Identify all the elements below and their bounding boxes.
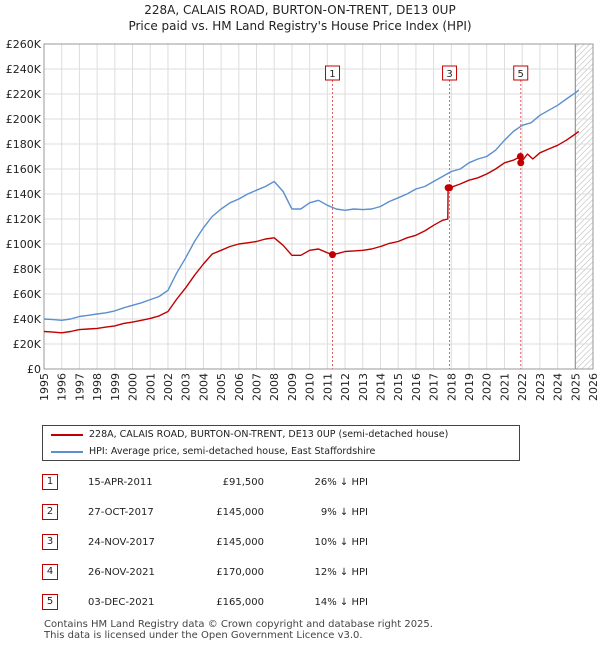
price-chart: 228A, CALAIS ROAD, BURTON-ON-TRENT, DE13… <box>6 3 600 401</box>
annotation-number-label: 1 <box>329 69 335 80</box>
sale-point-marker <box>517 159 525 167</box>
x-tick-label: 2002 <box>162 373 175 401</box>
x-tick-label: 1996 <box>56 373 69 401</box>
y-tick-label: £160K <box>6 163 42 176</box>
x-tick-label: 2026 <box>587 373 600 401</box>
transaction-price: £165,000 <box>216 597 264 608</box>
y-tick-label: £260K <box>6 38 42 51</box>
transaction-hpi-diff: 14% ↓ HPI <box>314 597 368 608</box>
x-tick-label: 2014 <box>374 373 387 401</box>
transaction-date: 26-NOV-2021 <box>88 567 155 578</box>
y-tick-label: £0 <box>27 363 41 376</box>
transaction-hpi-diff: 9% ↓ HPI <box>320 507 368 518</box>
x-tick-label: 2010 <box>304 373 317 401</box>
transaction-hpi-diff: 12% ↓ HPI <box>314 567 368 578</box>
sale-point-marker <box>516 153 524 160</box>
x-tick-label: 2023 <box>534 373 547 401</box>
x-tick-label: 2015 <box>392 373 405 401</box>
transaction-price: £145,000 <box>216 537 264 548</box>
x-tick-label: 2006 <box>233 373 246 401</box>
transaction-date: 15-APR-2011 <box>88 477 153 488</box>
chart-title: 228A, CALAIS ROAD, BURTON-ON-TRENT, DE13… <box>144 3 455 17</box>
table-row: 4 26-NOV-2021 £170,000 12% ↓ HPI <box>42 563 402 583</box>
transaction-price: £170,000 <box>216 567 264 578</box>
footer-line-copyright: Contains HM Land Registry data © Crown c… <box>44 619 433 630</box>
annotation-number-label: 5 <box>518 69 524 80</box>
legend: 228A, CALAIS ROAD, BURTON-ON-TRENT, DE13… <box>42 425 520 461</box>
transaction-date: 27-OCT-2017 <box>88 507 154 518</box>
transaction-number-badge: 5 <box>42 594 58 610</box>
x-tick-label: 2019 <box>463 373 476 401</box>
annotation-number-box <box>324 65 340 81</box>
x-tick-label: 2022 <box>516 373 529 401</box>
x-tick-label: 2001 <box>144 373 157 401</box>
transaction-price: £91,500 <box>222 477 264 488</box>
legend-item-property: 228A, CALAIS ROAD, BURTON-ON-TRENT, DE13… <box>51 427 448 443</box>
y-tick-label: £200K <box>6 113 42 126</box>
table-row: 3 24-NOV-2017 £145,000 10% ↓ HPI <box>42 533 402 553</box>
sale-point-marker <box>328 251 336 259</box>
x-tick-label: 2020 <box>481 373 494 401</box>
x-tick-label: 2021 <box>498 373 511 401</box>
transaction-number-badge: 4 <box>42 564 58 580</box>
transaction-hpi-diff: 10% ↓ HPI <box>314 537 368 548</box>
transaction-number-badge: 3 <box>42 534 58 550</box>
x-tick-label: 1997 <box>73 373 86 401</box>
transaction-hpi-diff: 26% ↓ HPI <box>314 477 368 488</box>
table-row: 5 03-DEC-2021 £165,000 14% ↓ HPI <box>42 593 402 613</box>
future-hatch-area <box>575 44 593 369</box>
legend-swatch-property <box>51 433 83 436</box>
x-tick-label: 2007 <box>251 373 264 401</box>
y-tick-label: £80K <box>13 263 42 276</box>
y-tick-label: £120K <box>6 213 42 226</box>
transaction-date: 24-NOV-2017 <box>88 537 155 548</box>
legend-item-hpi: HPI: Average price, semi-detached house,… <box>51 444 375 460</box>
transaction-date: 03-DEC-2021 <box>88 597 155 608</box>
annotation-number-box <box>513 65 529 81</box>
y-tick-label: £40K <box>13 313 42 326</box>
x-tick-label: 2011 <box>321 373 334 401</box>
y-tick-label: £60K <box>13 288 42 301</box>
annotation-number-box <box>442 65 458 81</box>
y-tick-label: £140K <box>6 188 42 201</box>
y-tick-label: £20K <box>13 338 42 351</box>
x-tick-label: 2016 <box>410 373 423 401</box>
footer-attribution: Contains HM Land Registry data © Crown c… <box>44 619 433 641</box>
table-row: 1 15-APR-2011 £91,500 26% ↓ HPI <box>42 473 402 493</box>
transaction-price: £145,000 <box>216 507 264 518</box>
x-tick-label: 1998 <box>91 373 104 401</box>
x-tick-label: 2018 <box>445 373 458 401</box>
x-tick-label: 2012 <box>339 373 352 401</box>
x-tick-label: 1999 <box>109 373 122 401</box>
chart-subtitle: Price paid vs. HM Land Registry's House … <box>128 19 471 33</box>
table-row: 2 27-OCT-2017 £145,000 9% ↓ HPI <box>42 503 402 523</box>
legend-swatch-hpi <box>51 450 83 453</box>
x-tick-label: 2017 <box>428 373 441 401</box>
x-tick-label: 2004 <box>197 373 210 401</box>
x-tick-label: 2003 <box>180 373 193 401</box>
x-tick-label: 2009 <box>286 373 299 401</box>
transaction-number-badge: 2 <box>42 504 58 520</box>
y-tick-label: £240K <box>6 63 42 76</box>
plot-frame <box>43 43 594 370</box>
x-tick-label: 2024 <box>552 373 565 401</box>
legend-label-hpi: HPI: Average price, semi-detached house,… <box>89 446 376 457</box>
transaction-number-badge: 1 <box>42 474 58 490</box>
footer-line-licence: This data is licensed under the Open Gov… <box>44 630 363 641</box>
y-tick-label: £180K <box>6 138 42 151</box>
x-tick-label: 2025 <box>569 373 582 401</box>
x-tick-label: 2005 <box>215 373 228 401</box>
annotation-number-label: 3 <box>446 69 452 80</box>
hpi-series-line <box>43 89 580 321</box>
legend-label-property: 228A, CALAIS ROAD, BURTON-ON-TRENT, DE13… <box>89 429 449 440</box>
x-tick-label: 2013 <box>357 373 370 401</box>
y-tick-label: £220K <box>6 88 42 101</box>
x-tick-label: 1995 <box>38 373 51 401</box>
x-tick-label: 2008 <box>268 373 281 401</box>
plot-area <box>44 44 593 369</box>
sale-point-marker <box>446 184 454 192</box>
y-tick-label: £100K <box>6 238 42 251</box>
x-tick-label: 2000 <box>127 373 140 401</box>
